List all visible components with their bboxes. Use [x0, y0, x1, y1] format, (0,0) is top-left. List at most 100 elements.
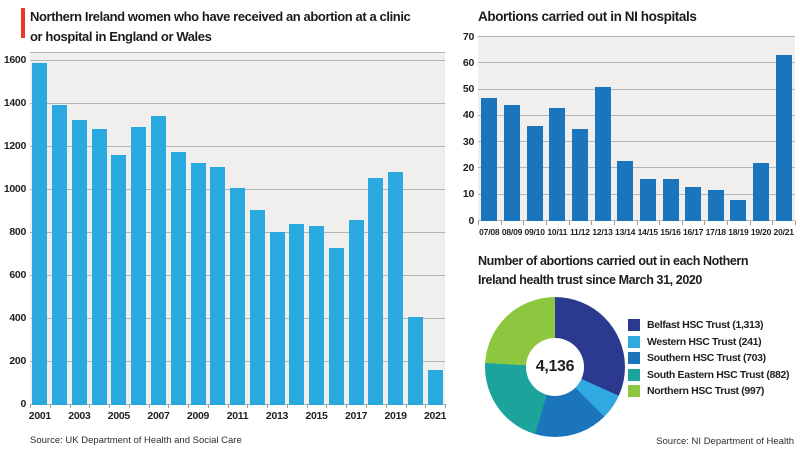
- y-axis-label: 70: [462, 30, 474, 43]
- bar: [730, 200, 747, 221]
- bar: [368, 178, 384, 405]
- bar: [269, 231, 285, 405]
- bar: [32, 63, 48, 405]
- y-axis-label: 30: [462, 135, 474, 148]
- ni-hospitals-chart-title: Abortions carried out in NI hospitals: [478, 9, 697, 24]
- bar: [111, 154, 127, 405]
- y-axis-label: 50: [462, 83, 474, 96]
- axis-tick: [613, 221, 615, 225]
- grid-line: [478, 114, 795, 116]
- x-axis-label: 2001: [28, 410, 51, 422]
- y-axis-label: 1400: [3, 96, 26, 109]
- axis-tick: [727, 221, 729, 225]
- x-axis-label: 2021: [424, 410, 447, 422]
- legend-item: Western HSC Trust (241): [628, 335, 789, 348]
- axis-tick: [89, 404, 91, 408]
- axis-tick: [636, 221, 638, 225]
- bar: [617, 160, 634, 221]
- x-axis-label: 2017: [345, 410, 368, 422]
- y-axis-label: 10: [462, 188, 474, 201]
- x-axis-label: 20/21: [773, 227, 794, 237]
- axis-tick: [247, 404, 249, 408]
- bar: [328, 248, 344, 405]
- bar: [289, 224, 305, 405]
- x-axis-label: 17/18: [705, 227, 726, 237]
- grid-line: [478, 220, 795, 221]
- axis-tick: [227, 404, 229, 408]
- grid-line: [478, 62, 795, 64]
- x-axis-label: 19/20: [750, 227, 772, 237]
- legend-swatch: [628, 319, 640, 331]
- legend-item: Southern HSC Trust (703): [628, 352, 789, 364]
- axis-tick: [568, 221, 570, 225]
- legend-swatch: [628, 352, 640, 364]
- axis-tick: [659, 221, 661, 225]
- axis-tick: [445, 404, 446, 408]
- axis-tick: [591, 221, 593, 225]
- y-axis-label: 40: [462, 109, 474, 122]
- x-axis-label: 11/12: [569, 227, 590, 237]
- y-axis-label: 20: [462, 161, 474, 174]
- axis-tick: [795, 221, 796, 225]
- bar: [685, 186, 702, 221]
- legend-label: Belfast HSC Trust (1,313): [647, 319, 764, 331]
- axis-tick: [523, 221, 525, 225]
- x-axis-label: 2013: [265, 410, 289, 422]
- axis-tick: [286, 404, 288, 408]
- axis-tick: [306, 404, 308, 408]
- x-axis-label: 07/08: [479, 227, 500, 237]
- x-axis-label: 10/11: [547, 227, 568, 237]
- x-axis-label: 2007: [147, 410, 170, 422]
- axis-tick: [425, 404, 427, 408]
- x-axis-label: 2011: [226, 410, 249, 422]
- axis-tick: [30, 404, 31, 408]
- bar: [775, 55, 792, 221]
- legend-swatch: [628, 335, 640, 348]
- y-axis-label: 1600: [3, 53, 26, 66]
- bar: [190, 163, 206, 405]
- plot-area: [30, 52, 445, 405]
- bar: [249, 210, 265, 405]
- health-trust-chart-title: Number of abortions carried out in each …: [478, 252, 749, 290]
- x-axis-label: 2015: [305, 410, 328, 422]
- red-accent-bar: [21, 8, 25, 38]
- axis-tick: [207, 404, 209, 408]
- y-axis-label: 200: [9, 354, 26, 367]
- legend-item: Northern HSC Trust (997): [628, 385, 789, 397]
- axis-tick: [128, 404, 130, 408]
- bar: [549, 108, 566, 221]
- title-line: Northern Ireland women who have received…: [30, 9, 411, 24]
- bar: [52, 105, 68, 405]
- legend-label: Western HSC Trust (241): [647, 335, 762, 348]
- title-line: or hospital in England or Wales: [30, 29, 212, 45]
- axis-tick: [69, 404, 71, 408]
- bar: [594, 86, 611, 221]
- axis-tick: [109, 404, 110, 408]
- grid-line: [30, 103, 445, 104]
- grid-line: [478, 167, 795, 169]
- england-wales-chart-title: Northern Ireland women who have received…: [30, 7, 411, 47]
- bar: [71, 120, 87, 405]
- bar: [309, 225, 324, 405]
- axis-tick: [168, 404, 170, 408]
- bar: [481, 97, 498, 221]
- legend-label: South Eastern HSC Trust (882): [647, 368, 790, 381]
- x-axis-label: 12/13: [592, 227, 613, 237]
- y-axis-label: 800: [9, 225, 26, 238]
- grid-line: [478, 88, 795, 90]
- legend-swatch: [628, 368, 640, 381]
- legend-item: South Eastern HSC Trust (882): [628, 368, 790, 381]
- title-line: Number of abortions carried out in each …: [478, 254, 749, 268]
- x-axis-label: 14/15: [637, 227, 658, 237]
- bar: [388, 171, 404, 405]
- donut-total-label: 4,136: [535, 358, 575, 375]
- legend-swatch: [628, 385, 640, 397]
- bar: [707, 189, 724, 221]
- x-axis-label: 09/10: [524, 227, 545, 237]
- x-axis-label: 2003: [68, 410, 91, 422]
- bar: [662, 178, 679, 221]
- bar: [230, 187, 245, 405]
- axis-tick: [704, 221, 706, 225]
- y-axis-label: 1200: [3, 139, 26, 152]
